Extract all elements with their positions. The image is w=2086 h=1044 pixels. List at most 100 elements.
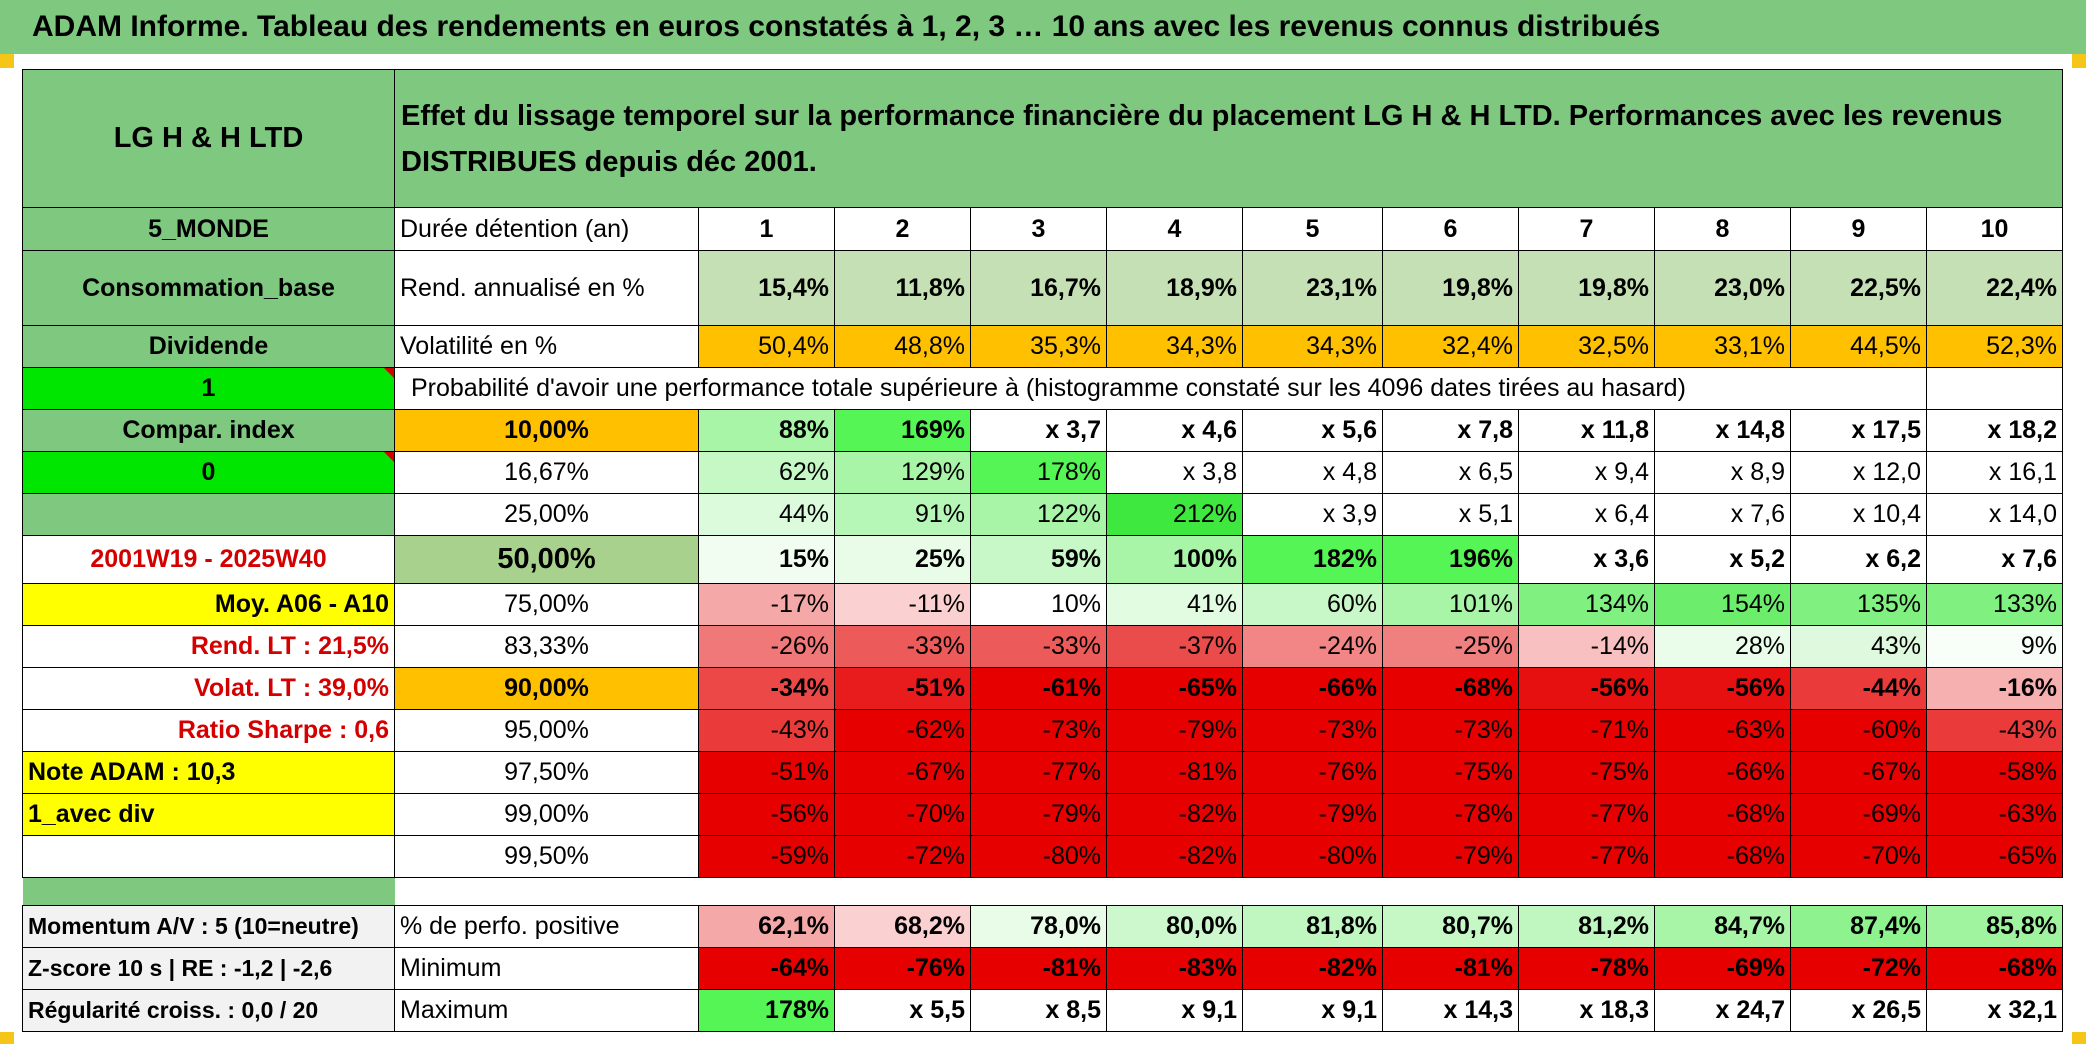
quantile-value: x 8,9 — [1654, 451, 1791, 494]
quantile-value: x 5,2 — [1654, 535, 1791, 584]
rend-label: Rend. annualisé en % — [394, 250, 699, 326]
quantile-value: x 12,0 — [1790, 451, 1927, 494]
quantile-value: 100% — [1106, 535, 1243, 584]
quantile-value: -60% — [1790, 709, 1927, 752]
quantile-value: 212% — [1106, 493, 1243, 536]
corner-mark — [2072, 54, 2086, 68]
summary-value: -72% — [1790, 947, 1927, 990]
rend-lt-label: Rend. LT : 21,5% — [22, 625, 395, 668]
quantile-value: x 6,2 — [1790, 535, 1927, 584]
gap-green-bar — [22, 877, 395, 906]
quantile-value: -81% — [1106, 751, 1243, 794]
quantile-value: x 4,6 — [1106, 409, 1243, 452]
summary-label: Maximum — [394, 989, 699, 1032]
summary-value: -76% — [834, 947, 971, 990]
quantile-value: 10% — [970, 583, 1107, 626]
summary-value: 81,2% — [1518, 905, 1655, 948]
quantile-value: -33% — [834, 625, 971, 668]
summary-value: 78,0% — [970, 905, 1107, 948]
quantile-value: 169% — [834, 409, 971, 452]
quantile-value: -75% — [1518, 751, 1655, 794]
quantile-value: 25% — [834, 535, 971, 584]
quantile-value: -58% — [1926, 751, 2063, 794]
quantile-value: x 7,6 — [1926, 535, 2063, 584]
quantile-value: -26% — [698, 625, 835, 668]
summary-value: 87,4% — [1790, 905, 1927, 948]
quantile-value: -79% — [1106, 709, 1243, 752]
quantile-value: -17% — [698, 583, 835, 626]
quantile-value: -77% — [1518, 835, 1655, 878]
quantile-value: -51% — [698, 751, 835, 794]
zscore-label: Z-score 10 s | RE : -1,2 | -2,6 — [22, 947, 395, 990]
quantile-value: 62% — [698, 451, 835, 494]
quantile-value: -79% — [1382, 835, 1519, 878]
year-header: 2 — [834, 207, 971, 251]
summary-value: 62,1% — [698, 905, 835, 948]
quantile-value: -70% — [1790, 835, 1927, 878]
quantile-value: -63% — [1926, 793, 2063, 836]
quantile-value: -63% — [1654, 709, 1791, 752]
rend-value: 19,8% — [1382, 250, 1519, 326]
summary-value: x 9,1 — [1242, 989, 1383, 1032]
quantile-value: 43% — [1790, 625, 1927, 668]
quantile-value: 101% — [1382, 583, 1519, 626]
rend-value: 11,8% — [834, 250, 971, 326]
quantile-value: -62% — [834, 709, 971, 752]
quantile-value: 41% — [1106, 583, 1243, 626]
quantile-value: -73% — [1242, 709, 1383, 752]
quantile-value: -68% — [1654, 835, 1791, 878]
quantile-value: x 14,8 — [1654, 409, 1791, 452]
rend-value: 16,7% — [970, 250, 1107, 326]
rend-value: 23,1% — [1242, 250, 1383, 326]
quantile-value: -79% — [970, 793, 1107, 836]
sector-label: Consommation_base — [22, 250, 395, 326]
vol-value: 50,4% — [698, 325, 835, 368]
summary-value: x 5,5 — [834, 989, 971, 1032]
summary-value: -83% — [1106, 947, 1243, 990]
quantile-value: x 7,8 — [1382, 409, 1519, 452]
quantile-label: 99,50% — [394, 835, 699, 878]
quantile-value: x 6,5 — [1382, 451, 1519, 494]
year-header: 4 — [1106, 207, 1243, 251]
quantile-value: -69% — [1790, 793, 1927, 836]
quantile-value: -75% — [1382, 751, 1519, 794]
quantile-label: 83,33% — [394, 625, 699, 668]
quantile-value: -79% — [1242, 793, 1383, 836]
note-adam-label: Note ADAM : 10,3 — [22, 751, 395, 794]
quantile-value: -68% — [1654, 793, 1791, 836]
regularite-label: Régularité croiss. : 0,0 / 20 — [22, 989, 395, 1032]
vol-value: 32,5% — [1518, 325, 1655, 368]
quantile-label: 99,00% — [394, 793, 699, 836]
quantile-value: -67% — [1790, 751, 1927, 794]
quantile-value: 91% — [834, 493, 971, 536]
summary-value: 178% — [698, 989, 835, 1032]
quantile-value: 134% — [1518, 583, 1655, 626]
quantile-value: -14% — [1518, 625, 1655, 668]
income-label: Dividende — [22, 325, 395, 368]
flag-one-cell[interactable]: 1 — [22, 367, 395, 410]
flag-zero-cell[interactable]: 0 — [22, 451, 395, 494]
quantile-value: x 3,9 — [1242, 493, 1383, 536]
quantile-value: -76% — [1242, 751, 1383, 794]
rend-value: 22,5% — [1790, 250, 1927, 326]
quantile-value: 135% — [1790, 583, 1927, 626]
summary-value: -78% — [1518, 947, 1655, 990]
vol-value: 34,3% — [1242, 325, 1383, 368]
rend-value: 15,4% — [698, 250, 835, 326]
quantile-value: 122% — [970, 493, 1107, 536]
quantile-value: 9% — [1926, 625, 2063, 668]
year-header: 3 — [970, 207, 1107, 251]
quantile-label: 16,67% — [394, 451, 699, 494]
quantile-value: -11% — [834, 583, 971, 626]
summary-value: 81,8% — [1242, 905, 1383, 948]
quantile-value: x 18,2 — [1926, 409, 2063, 452]
year-header: 5 — [1242, 207, 1383, 251]
quantile-value: -70% — [834, 793, 971, 836]
blank-cell — [22, 835, 395, 878]
summary-label: % de perfo. positive — [394, 905, 699, 948]
quantile-value: 182% — [1242, 535, 1383, 584]
quantile-value: x 3,8 — [1106, 451, 1243, 494]
summary-value: -64% — [698, 947, 835, 990]
region-label: 5_MONDE — [22, 207, 395, 251]
summary-value: 68,2% — [834, 905, 971, 948]
